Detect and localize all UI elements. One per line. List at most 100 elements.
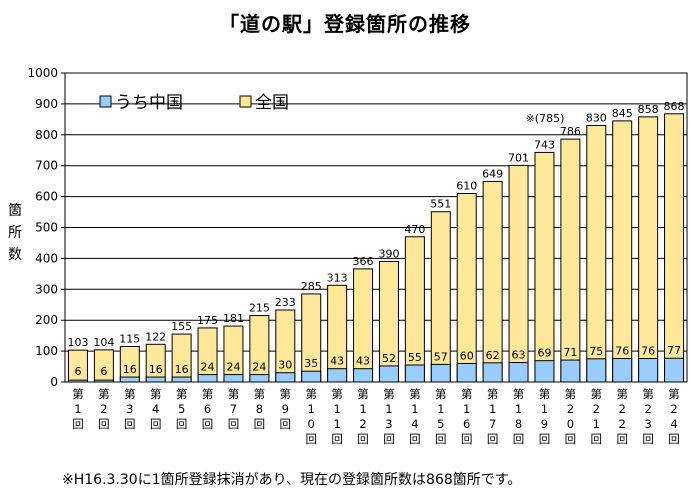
x-tick-label: 回 — [124, 417, 136, 431]
data-label-china: 69 — [537, 347, 551, 360]
y-tick-label: 600 — [35, 190, 58, 204]
footnote: ※H16.3.30に1箇所登録抹消があり、現在の登録箇所数は868箇所です。 — [62, 472, 522, 488]
data-label-total: 115 — [119, 332, 140, 345]
x-tick-label: 第 — [616, 387, 628, 401]
x-tick-label: 1 — [515, 402, 522, 416]
bar-china — [301, 370, 322, 383]
x-tick-label: 第 — [487, 387, 499, 401]
x-tick-label: 回 — [487, 432, 499, 446]
bar-china — [197, 374, 218, 383]
data-label-china: 16 — [149, 363, 163, 376]
bar-china — [171, 376, 192, 383]
x-tick-label: 2 — [619, 402, 626, 416]
y-tick-label: 300 — [35, 282, 58, 296]
x-tick-label: 第 — [98, 387, 110, 401]
data-label-total: 830 — [586, 112, 607, 125]
x-tick-label: 回 — [591, 432, 603, 446]
data-label-total: 551 — [430, 198, 451, 211]
x-tick-label: 7 — [489, 417, 496, 431]
data-label-china: 76 — [641, 345, 655, 358]
x-tick-label: 2 — [619, 417, 626, 431]
y-tick-label: 800 — [35, 128, 58, 142]
data-label-china: 16 — [175, 363, 189, 376]
x-tick-label: 3 — [126, 402, 133, 416]
x-tick-label: 回 — [383, 432, 395, 446]
bar-total — [197, 327, 218, 383]
x-tick-label: 1 — [74, 402, 81, 416]
x-tick-label: 第 — [150, 387, 162, 401]
x-tick-label: 0 — [308, 417, 315, 431]
bar-china — [534, 360, 555, 383]
data-label-china: 24 — [226, 361, 240, 374]
x-tick-label: 9 — [282, 402, 289, 416]
x-tick-label: 3 — [644, 417, 651, 431]
data-label-total: 233 — [275, 296, 296, 309]
legend-label-total: 全国 — [255, 93, 289, 113]
y-tick-label: 100 — [35, 344, 58, 358]
x-tick-label: 4 — [670, 417, 677, 431]
data-label-china: 43 — [356, 355, 370, 368]
x-tick-label: 第 — [539, 387, 551, 401]
bar-china — [560, 359, 581, 383]
data-label-total: 103 — [67, 336, 88, 349]
y-tick-label: 500 — [35, 221, 58, 235]
x-tick-label: 9 — [541, 417, 548, 431]
x-tick-label: 回 — [202, 417, 214, 431]
y-tick-label: 900 — [35, 97, 58, 111]
x-tick-label: 回 — [98, 417, 110, 431]
data-label-china: 6 — [100, 365, 107, 378]
bar-china — [404, 364, 425, 383]
x-tick-label: 第 — [72, 387, 84, 401]
x-tick-label: 回 — [228, 417, 240, 431]
data-label-total: 104 — [93, 336, 114, 349]
data-label-total: 215 — [249, 302, 270, 315]
data-label-total: 390 — [378, 247, 399, 260]
x-tick-label: 第 — [383, 387, 395, 401]
bar-china — [249, 374, 270, 383]
data-label-china: 16 — [123, 363, 137, 376]
x-tick-label: 回 — [435, 432, 447, 446]
legend-swatch-china — [99, 95, 112, 108]
data-label-china: 77 — [667, 344, 681, 357]
x-tick-label: 第 — [409, 387, 421, 401]
data-label-total: 122 — [145, 330, 166, 343]
data-label-china: 6 — [74, 365, 81, 378]
data-label-china: 60 — [460, 349, 474, 362]
x-tick-label: 回 — [305, 432, 317, 446]
x-tick-label: 第 — [280, 387, 292, 401]
x-tick-label: 4 — [152, 402, 159, 416]
x-tick-label: 4 — [411, 417, 418, 431]
x-tick-label: 第 — [513, 387, 525, 401]
x-tick-label: 8 — [256, 402, 263, 416]
data-label-total: 470 — [404, 223, 425, 236]
data-label-china: 55 — [408, 351, 422, 364]
bar-china — [612, 358, 633, 383]
data-label-china: 52 — [382, 352, 396, 365]
data-label-china: 71 — [563, 346, 577, 359]
bar-china — [145, 376, 166, 383]
x-tick-label: 回 — [357, 432, 369, 446]
x-tick-label: 回 — [539, 432, 551, 446]
x-tick-label: 1 — [333, 417, 340, 431]
bar-china — [67, 379, 88, 383]
x-tick-label: 回 — [176, 417, 188, 431]
x-tick-label: 第 — [228, 387, 240, 401]
chart-title: 「道の駅」登録箇所の推移 — [219, 12, 471, 36]
x-tick-label: 1 — [437, 402, 444, 416]
data-label-china: 24 — [201, 361, 215, 374]
y-tick-label: 0 — [50, 375, 58, 389]
bar-china — [430, 363, 451, 383]
x-tick-label: 第 — [124, 387, 136, 401]
data-label-china: 57 — [434, 350, 448, 363]
data-label-china: 76 — [615, 345, 629, 358]
data-label-total: 175 — [197, 314, 218, 327]
bar-china — [223, 374, 244, 383]
x-tick-label: 1 — [489, 402, 496, 416]
x-tick-label: 2 — [567, 402, 574, 416]
data-label-total: 285 — [301, 280, 322, 293]
x-tick-label: 5 — [437, 417, 444, 431]
bar-china — [327, 368, 348, 383]
x-tick-label: 1 — [463, 402, 470, 416]
y-axis-label: 箇 所 数 — [8, 203, 22, 263]
